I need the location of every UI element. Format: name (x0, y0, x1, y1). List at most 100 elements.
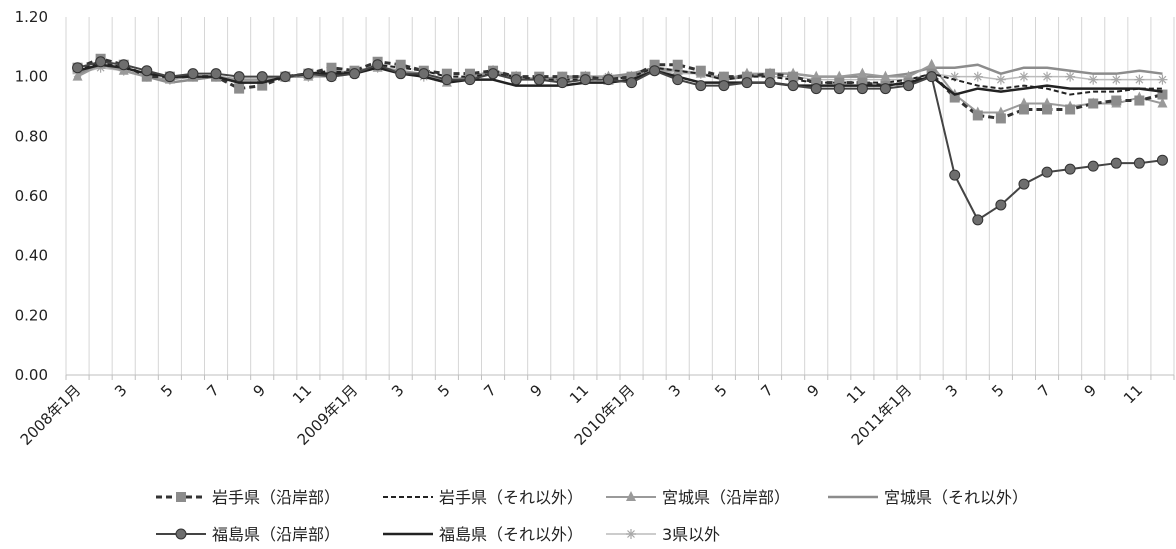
data-point (857, 77, 868, 88)
data-point (579, 74, 591, 86)
data-point (972, 214, 984, 226)
data-point (395, 59, 406, 70)
data-point (995, 74, 1006, 85)
data-point (1157, 89, 1168, 100)
x-tick-label: 11 (289, 381, 315, 407)
data-point (626, 77, 638, 89)
data-point (995, 113, 1006, 124)
data-point (1087, 160, 1099, 172)
y-tick-label: 0.00 (15, 366, 48, 384)
y-tick-label: 0.40 (15, 247, 48, 265)
legend-item: 岩手県（沿岸部） (156, 488, 340, 507)
x-tick-label: 9 (1081, 381, 1100, 400)
data-point (995, 199, 1007, 211)
x-tick-label: 9 (804, 381, 823, 400)
data-point (672, 74, 684, 86)
data-point (95, 56, 107, 68)
data-point (141, 65, 153, 77)
data-point (672, 59, 683, 70)
data-point (834, 77, 845, 88)
x-tick-label: 11 (566, 381, 592, 407)
data-point (764, 77, 776, 89)
axes (65, 374, 1175, 380)
x-tick-label: 2008年1月 (17, 381, 85, 449)
data-point (118, 59, 130, 71)
data-point (326, 62, 337, 73)
data-point (279, 71, 291, 83)
y-tick-label: 0.80 (15, 127, 48, 145)
legend-label: 岩手県（それ以外） (439, 488, 583, 507)
data-point (72, 70, 83, 81)
data-point (1157, 97, 1168, 108)
x-tick-label: 5 (711, 381, 730, 400)
data-point (464, 74, 476, 86)
data-point (880, 70, 891, 81)
data-point (1133, 157, 1145, 169)
x-tick-label: 7 (480, 381, 499, 400)
data-point (879, 83, 891, 95)
data-point (833, 83, 845, 95)
data-point (1157, 74, 1168, 85)
legend: 岩手県（沿岸部） 岩手県（それ以外） 宮城県（沿岸部） 宮城県（それ以外） 福島県（沿岸… (156, 488, 1028, 544)
legend-marker (176, 492, 186, 502)
x-tick-label: 9 (527, 381, 546, 400)
x-tick-label: 7 (1034, 381, 1053, 400)
data-point (557, 71, 568, 82)
x-tick-label: 5 (157, 381, 176, 400)
x-tick-label: 3 (942, 381, 961, 400)
data-point (1042, 71, 1053, 82)
legend-label: 岩手県（沿岸部） (212, 488, 340, 507)
data-point (1065, 71, 1076, 82)
legend-item: 福島県（それ以外） (383, 525, 583, 544)
data-point (972, 110, 983, 121)
data-point (718, 71, 729, 82)
data-point (187, 68, 199, 80)
data-point (856, 83, 868, 95)
data-point (949, 169, 961, 181)
legend-marker (175, 528, 187, 540)
data-point (1134, 95, 1145, 106)
data-point (72, 62, 84, 74)
data-point (972, 71, 983, 82)
data-point (1065, 104, 1076, 115)
data-point (349, 68, 361, 80)
y-tick-label: 0.20 (15, 306, 48, 324)
data-point (510, 74, 522, 86)
data-point (1110, 157, 1122, 169)
data-point (1018, 178, 1030, 190)
data-point (1134, 74, 1145, 85)
data-point (556, 77, 568, 89)
data-point (302, 68, 314, 80)
data-point (1088, 74, 1099, 85)
x-tick-label: 5 (434, 381, 453, 400)
data-point (926, 58, 937, 69)
data-point (903, 80, 915, 92)
data-point (741, 71, 752, 82)
x-tick-label: 11 (843, 381, 869, 407)
data-point (1088, 98, 1099, 109)
data-point (372, 59, 384, 71)
y-tick-label: 0.60 (15, 187, 48, 205)
y-tick-label: 1.20 (15, 8, 48, 26)
data-point (626, 71, 637, 82)
data-point (718, 80, 730, 92)
data-point (256, 71, 268, 83)
data-point (487, 68, 499, 80)
x-tick-label: 3 (665, 381, 684, 400)
data-point (695, 80, 707, 92)
data-point (765, 68, 776, 79)
series-lines (72, 53, 1168, 226)
data-point (741, 77, 753, 89)
data-point (325, 71, 337, 83)
data-point (233, 71, 245, 83)
data-point (1156, 154, 1168, 166)
x-tick-label: 9 (250, 381, 269, 400)
legend-marker (626, 529, 636, 539)
legend-item: 宮城県（沿岸部） (606, 488, 790, 507)
data-point (210, 68, 222, 80)
data-point (234, 83, 245, 94)
data-point (1111, 95, 1122, 106)
